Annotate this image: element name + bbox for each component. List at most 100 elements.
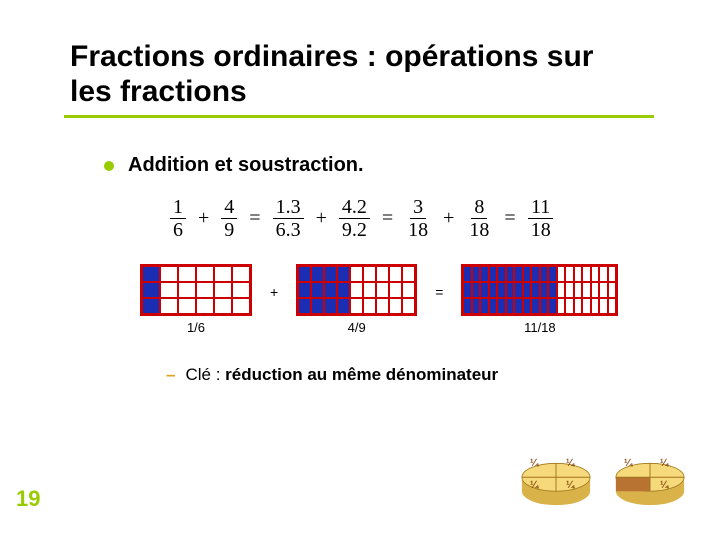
equation-op: = <box>378 207 397 230</box>
equation-fraction: 4.29.2 <box>339 197 370 240</box>
grid-cell <box>480 282 489 298</box>
sub-bullet-bold: réduction au même dénominateur <box>225 365 498 384</box>
fraction-grid-block: 1/6 <box>140 264 252 335</box>
grid-cell <box>497 298 506 314</box>
grid-cell <box>608 298 617 314</box>
grid-cell <box>376 282 389 298</box>
grid-cell <box>178 282 196 298</box>
sub-bullet-row: – Clé : réduction au même dénominateur <box>166 365 720 385</box>
grid-cell <box>232 266 250 282</box>
slide: Fractions ordinaires : opérations sur le… <box>0 0 720 540</box>
grid-cell <box>324 298 337 314</box>
cake-slice-label: ¼ <box>530 480 538 491</box>
grid-label: 4/9 <box>348 320 366 335</box>
grid-label: 11/18 <box>524 320 556 335</box>
equation-op: + <box>194 207 213 230</box>
grid-cell <box>337 298 350 314</box>
grid-cell <box>376 266 389 282</box>
grid-cell <box>565 266 574 282</box>
cake-slice-label: ¼ <box>660 480 668 491</box>
fraction-grid-block: 11/18 <box>461 264 618 335</box>
cake-slice-label: ¼ <box>566 458 574 469</box>
slide-title: Fractions ordinaires : opérations sur le… <box>70 40 720 109</box>
page-number: 19 <box>16 486 40 512</box>
grid-cell <box>472 266 481 282</box>
grid-cell <box>142 282 160 298</box>
dash-icon: – <box>166 365 175 385</box>
bullet-icon <box>104 161 114 171</box>
fraction-diagrams: 1/6+4/9=11/18 <box>140 264 720 335</box>
grid-cell <box>489 282 498 298</box>
grid-cell <box>363 282 376 298</box>
grid-cell <box>557 266 566 282</box>
grid-cell <box>514 282 523 298</box>
grid-cell <box>540 282 549 298</box>
equation-op: + <box>312 207 331 230</box>
grid-cell <box>214 298 232 314</box>
grid-cell <box>506 298 515 314</box>
grid-cell <box>523 298 532 314</box>
grid-cell <box>389 282 402 298</box>
grid-cell <box>463 298 472 314</box>
grid-cell <box>608 282 617 298</box>
fraction-grid-block: 4/9 <box>296 264 417 335</box>
grid-cell <box>599 282 608 298</box>
grid-cell <box>196 298 214 314</box>
grid-cell <box>463 266 472 282</box>
grid-cell <box>523 282 532 298</box>
grid-cell <box>514 266 523 282</box>
grid-cell <box>582 266 591 282</box>
grid-cell <box>389 266 402 282</box>
grid-cell <box>591 266 600 282</box>
fraction-grid <box>461 264 618 316</box>
grid-cell <box>298 298 311 314</box>
grid-cell <box>178 298 196 314</box>
grid-cell <box>557 282 566 298</box>
grid-cell <box>232 282 250 298</box>
grid-cell <box>160 266 178 282</box>
equation-op: + <box>439 207 458 230</box>
grid-cell <box>214 266 232 282</box>
grid-cell <box>337 282 350 298</box>
grid-cell <box>337 266 350 282</box>
grid-cell <box>472 282 481 298</box>
grid-cell <box>402 282 415 298</box>
title-underline <box>64 115 654 118</box>
diagram-op: + <box>270 284 278 300</box>
grid-cell <box>565 282 574 298</box>
equation-fraction: 318 <box>405 197 431 240</box>
grid-cell <box>531 282 540 298</box>
cake-icon: ¼¼¼ <box>610 454 690 516</box>
grid-cell <box>350 266 363 282</box>
grid-cell <box>540 266 549 282</box>
cake-illustrations: ¼¼¼¼¼¼¼ <box>516 454 690 516</box>
grid-cell <box>548 266 557 282</box>
grid-cell <box>376 298 389 314</box>
fraction-grid <box>140 264 252 316</box>
equation-fraction: 49 <box>221 197 237 240</box>
cake-icon: ¼¼¼¼ <box>516 454 596 516</box>
cake-slice-label: ¼ <box>566 480 574 491</box>
grid-cell <box>548 282 557 298</box>
grid-cell <box>599 298 608 314</box>
sub-bullet-text: Clé : réduction au même dénominateur <box>185 365 498 385</box>
grid-cell <box>599 266 608 282</box>
equation-fraction: 1118 <box>528 197 554 240</box>
grid-cell <box>480 266 489 282</box>
grid-cell <box>540 298 549 314</box>
grid-cell <box>196 266 214 282</box>
grid-cell <box>557 298 566 314</box>
grid-cell <box>574 282 583 298</box>
grid-cell <box>298 282 311 298</box>
grid-cell <box>514 298 523 314</box>
grid-cell <box>574 266 583 282</box>
cake-slice-label: ¼ <box>624 458 632 469</box>
grid-cell <box>324 282 337 298</box>
grid-cell <box>523 266 532 282</box>
grid-cell <box>311 282 324 298</box>
grid-cell <box>548 298 557 314</box>
grid-cell <box>142 266 160 282</box>
grid-cell <box>463 282 472 298</box>
equation-fraction: 1.36.3 <box>273 197 304 240</box>
equation-fraction: 16 <box>170 197 186 240</box>
